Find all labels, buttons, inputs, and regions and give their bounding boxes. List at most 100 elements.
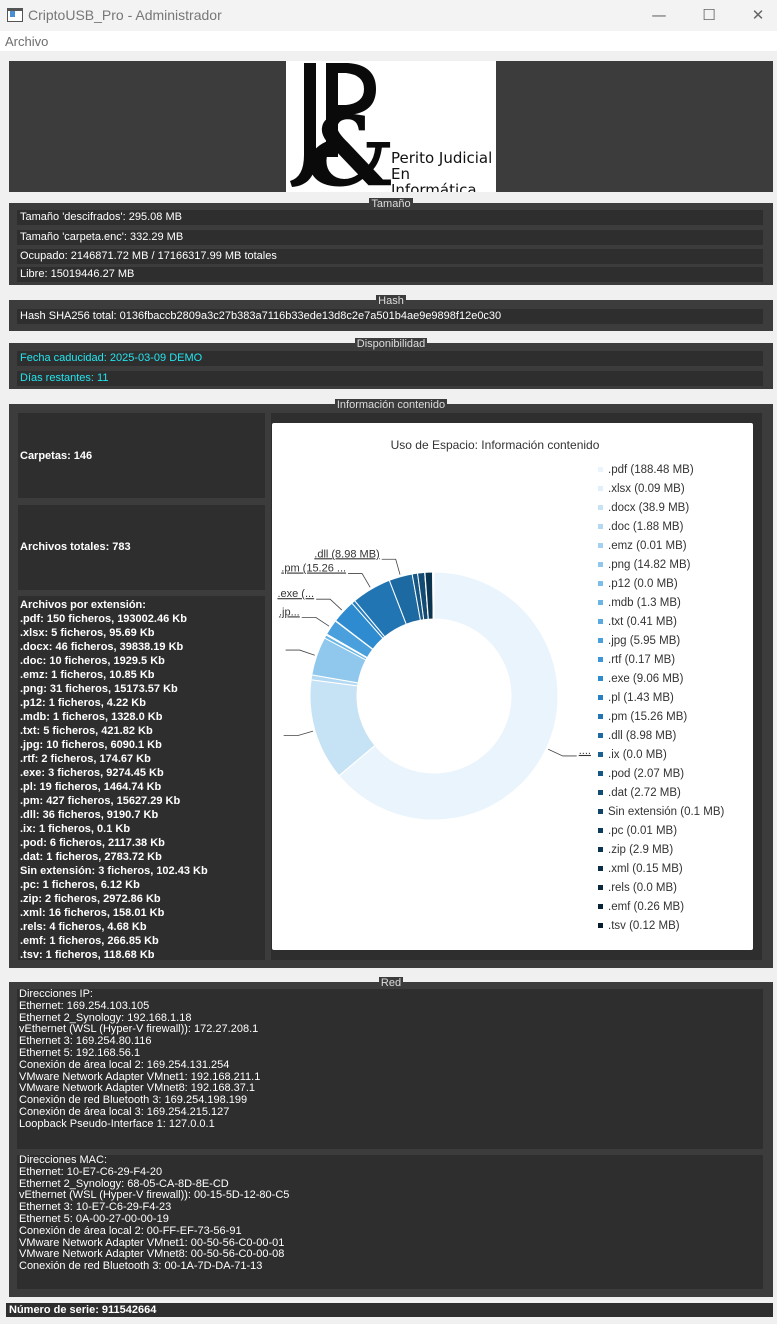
mac-address-line: Ethernet 2_Synology: 68-05-CA-8D-8E-CD xyxy=(19,1177,229,1190)
legend-item[interactable]: .pl (1.43 MB) xyxy=(608,692,674,704)
legend-swatch xyxy=(598,885,603,890)
mac-header: Direcciones MAC: xyxy=(19,1154,108,1166)
legend-item[interactable]: .ix (0.0 MB) xyxy=(608,749,667,761)
legend-item[interactable]: .rtf (0.17 MB) xyxy=(608,654,675,666)
mac-address-line: Ethernet: 10-E7-C6-29-F4-20 xyxy=(19,1165,163,1178)
extensiones-box: Archivos por extensión: .pdf: 150 ficher… xyxy=(18,596,265,960)
legend-swatch xyxy=(598,657,603,662)
slice-label: .dll (8.98 MB) xyxy=(314,548,379,560)
extension-item: .ix: 1 ficheros, 0.1 Kb xyxy=(20,823,131,835)
extension-item: .mdb: 1 ficheros, 1328.0 Kb xyxy=(20,711,163,723)
slice-label-leader xyxy=(285,649,315,656)
extension-item: .emz: 1 ficheros, 10.85 Kb xyxy=(20,669,155,681)
legend-item[interactable]: .doc (1.88 MB) xyxy=(608,521,684,533)
extension-item: .xml: 16 ficheros, 158.01 Kb xyxy=(20,907,165,919)
ip-header: Direcciones IP: xyxy=(19,988,93,1000)
legend-item[interactable]: .rels (0.0 MB) xyxy=(608,882,677,894)
legend-swatch xyxy=(598,790,603,795)
maximize-button[interactable]: ☐ xyxy=(702,6,716,24)
legend-swatch xyxy=(598,638,603,643)
legend-item[interactable]: .pdf (188.48 MB) xyxy=(608,464,694,476)
ip-address-line: Ethernet 2_Synology: 192.168.1.18 xyxy=(19,1011,192,1024)
slice-label-leader xyxy=(548,748,577,757)
mac-address-line: Ethernet 5: 0A-00-27-00-00-19 xyxy=(19,1212,169,1225)
legend-item[interactable]: .pm (15.26 MB) xyxy=(608,711,687,723)
extension-item: .tsv: 1 ficheros, 118.68 Kb xyxy=(20,949,155,960)
legend-item[interactable]: .xml (0.15 MB) xyxy=(608,863,683,875)
legend-item[interactable]: .xlsx (0.09 MB) xyxy=(608,483,685,495)
legend-swatch xyxy=(598,809,603,814)
ocupado-label: Ocupado: 2146871.72 MB / 17166317.99 MB … xyxy=(17,249,763,264)
descifrados-size-label: Tamaño 'descifrados': 295.08 MB xyxy=(17,210,763,225)
legend-swatch xyxy=(598,505,603,510)
legend-item[interactable]: .pc (0.01 MB) xyxy=(608,825,677,837)
legend-item[interactable]: .jpg (5.95 MB) xyxy=(608,635,680,647)
legend-swatch xyxy=(598,486,603,491)
extension-item: .pl: 19 ficheros, 1464.74 Kb xyxy=(20,781,162,793)
ip-address-line: Ethernet 5: 192.168.56.1 xyxy=(19,1046,141,1059)
legend-swatch xyxy=(598,752,603,757)
legend-swatch xyxy=(598,771,603,776)
extension-item: .pc: 1 ficheros, 6.12 Kb xyxy=(20,879,140,891)
info-contenido-legend: Información contenido xyxy=(334,399,448,411)
ip-address-line: Ethernet 3: 169.254.80.116 xyxy=(19,1035,152,1048)
extension-item: .txt: 5 ficheros, 421.82 Kb xyxy=(20,725,153,737)
legend-item[interactable]: .dat (2.72 MB) xyxy=(608,787,681,799)
carpetas-box: Carpetas: 146 xyxy=(18,413,265,498)
legend-swatch xyxy=(598,524,603,529)
ip-address-line: VMware Network Adapter VMnet1: 192.168.2… xyxy=(19,1070,261,1083)
ip-address-line: VMware Network Adapter VMnet8: 192.168.3… xyxy=(19,1082,256,1095)
legend-item[interactable]: .exe (9.06 MB) xyxy=(608,673,684,685)
legend-item[interactable]: .emz (0.01 MB) xyxy=(608,540,687,552)
ip-address-line: Loopback Pseudo-Interface 1: 127.0.0.1 xyxy=(19,1117,215,1130)
menu-bar: Archivo xyxy=(0,31,777,51)
extension-item: .rtf: 2 ficheros, 174.67 Kb xyxy=(20,753,151,765)
extension-item: .rels: 4 ficheros, 4.68 Kb xyxy=(20,921,147,933)
slice-label: .exe (... xyxy=(277,588,314,600)
legend-item[interactable]: .pod (2.07 MB) xyxy=(608,768,684,780)
slice-label-leader xyxy=(301,616,330,627)
close-button[interactable]: ✕ xyxy=(751,6,765,24)
slice-label-leader xyxy=(316,598,343,611)
ip-address-line: Conexión de área local 2: 169.254.131.25… xyxy=(19,1058,230,1071)
extension-item: .dll: 36 ficheros, 9190.7 Kb xyxy=(20,809,159,821)
legend-swatch xyxy=(598,923,603,928)
archivos-total-count: Archivos totales: 783 xyxy=(20,541,131,553)
legend-item[interactable]: .tsv (0.12 MB) xyxy=(608,920,680,932)
legend-item[interactable]: .zip (2.9 MB) xyxy=(608,844,673,856)
logo-panel: & Perito Judicial En Informática xyxy=(9,61,773,192)
extension-list-header: Archivos por extensión: xyxy=(20,599,146,611)
company-logo: & Perito Judicial En Informática xyxy=(286,61,496,192)
extension-item: Sin extensión: 3 ficheros, 102.43 Kb xyxy=(20,865,208,877)
extension-list: Archivos por extensión: .pdf: 150 ficher… xyxy=(20,598,208,960)
legend-item[interactable]: .emf (0.26 MB) xyxy=(608,901,684,913)
archivos-box: Archivos totales: 783 xyxy=(18,505,265,590)
legend-item[interactable]: .p12 (0.0 MB) xyxy=(608,578,678,590)
fecha-caducidad-label: Fecha caducidad: 2025-03-09 DEMO xyxy=(17,351,763,366)
pie-slice[interactable] xyxy=(338,571,559,821)
title-bar: CriptoUSB_Pro - Administrador — ☐ ✕ xyxy=(0,0,777,31)
legend-item[interactable]: Sin extensión (0.1 MB) xyxy=(608,806,725,818)
extension-item: .pm: 427 ficheros, 15627.29 Kb xyxy=(20,795,181,807)
slice-label: .jp... xyxy=(279,606,300,618)
logo-line2: En Informática xyxy=(391,165,477,192)
ip-address-line: Ethernet: 169.254.103.105 xyxy=(19,999,150,1012)
mac-address-line: Conexión de área local 2: 00-FF-EF-73-56… xyxy=(19,1224,242,1237)
legend-item[interactable]: .png (14.82 MB) xyxy=(608,559,691,571)
legend-item[interactable]: .txt (0.41 MB) xyxy=(608,616,677,628)
legend-item[interactable]: .mdb (1.3 MB) xyxy=(608,597,681,609)
legend-item[interactable]: .docx (38.9 MB) xyxy=(608,502,689,514)
menu-archivo[interactable]: Archivo xyxy=(5,34,49,49)
serial-number: Número de serie: 911542664 xyxy=(6,1303,773,1317)
extension-item: .pdf: 150 ficheros, 193002.46 Kb xyxy=(20,613,187,625)
extension-item: .pod: 6 ficheros, 2117.38 Kb xyxy=(20,837,165,849)
legend-swatch xyxy=(598,866,603,871)
extension-item: .doc: 10 ficheros, 1929.5 Kb xyxy=(20,655,165,667)
legend-item[interactable]: .dll (8.98 MB) xyxy=(608,730,677,742)
svg-text:&: & xyxy=(306,95,393,192)
logo-line1: Perito Judicial xyxy=(391,149,493,167)
minimize-button[interactable]: — xyxy=(651,6,667,24)
slice-label: .pm (15.26 ... xyxy=(281,563,346,575)
legend-swatch xyxy=(598,904,603,909)
extension-item: .png: 31 ficheros, 15173.57 Kb xyxy=(20,683,178,695)
